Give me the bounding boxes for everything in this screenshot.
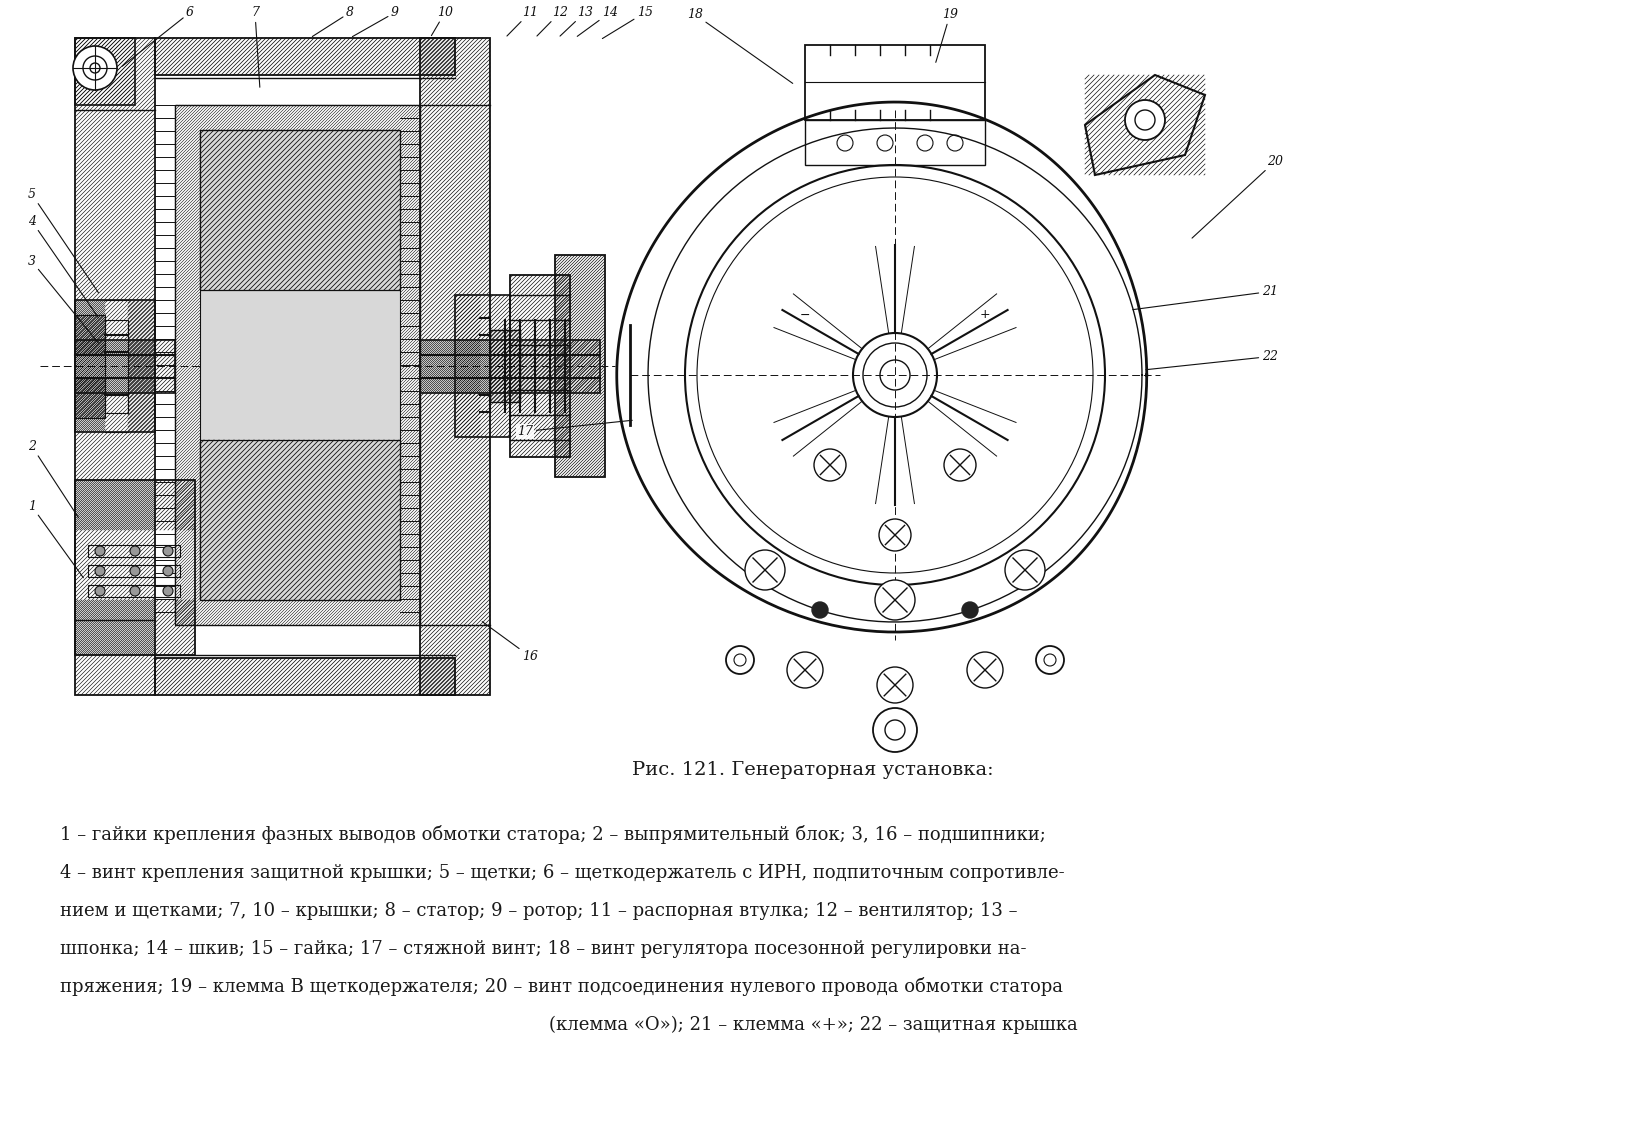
Circle shape bbox=[1036, 646, 1063, 674]
Text: 16: 16 bbox=[483, 621, 538, 663]
Bar bbox=[154, 658, 455, 695]
Circle shape bbox=[876, 667, 914, 703]
Circle shape bbox=[1135, 110, 1154, 130]
Circle shape bbox=[725, 646, 754, 674]
Text: 13: 13 bbox=[559, 6, 593, 36]
Text: 8: 8 bbox=[312, 6, 354, 36]
Text: 11: 11 bbox=[507, 6, 538, 36]
Text: 10: 10 bbox=[431, 6, 454, 35]
Bar bbox=[200, 130, 400, 290]
Bar bbox=[88, 585, 180, 596]
Circle shape bbox=[1005, 550, 1046, 590]
Circle shape bbox=[73, 46, 117, 90]
Text: 4 – винт крепления защитной крышки; 5 – щетки; 6 – щеткодержатель с ИРН, подпито: 4 – винт крепления защитной крышки; 5 – … bbox=[60, 864, 1065, 882]
Text: 22: 22 bbox=[1146, 350, 1278, 370]
Circle shape bbox=[89, 64, 101, 73]
Text: 9: 9 bbox=[353, 6, 398, 36]
Bar bbox=[88, 565, 180, 577]
Bar bbox=[106, 320, 128, 413]
Text: 17: 17 bbox=[517, 421, 633, 438]
Text: +: + bbox=[980, 308, 990, 322]
Bar bbox=[455, 295, 511, 437]
Circle shape bbox=[967, 652, 1003, 688]
Circle shape bbox=[130, 566, 140, 576]
Circle shape bbox=[1125, 100, 1164, 139]
Bar bbox=[420, 39, 489, 695]
Circle shape bbox=[130, 545, 140, 556]
Circle shape bbox=[875, 579, 915, 620]
Text: (клемма «О»); 21 – клемма «+»; 22 – защитная крышка: (клемма «О»); 21 – клемма «+»; 22 – защи… bbox=[548, 1016, 1078, 1034]
Circle shape bbox=[163, 566, 172, 576]
Text: 20: 20 bbox=[1192, 155, 1283, 238]
Circle shape bbox=[1044, 654, 1055, 666]
Circle shape bbox=[94, 586, 106, 596]
Text: 2: 2 bbox=[28, 440, 78, 518]
Text: 1: 1 bbox=[28, 500, 83, 577]
Bar bbox=[75, 340, 176, 393]
Bar bbox=[154, 39, 455, 75]
Text: −: − bbox=[800, 308, 810, 322]
Text: Рис. 121. Генераторная установка:: Рис. 121. Генераторная установка: bbox=[633, 761, 993, 779]
Text: 18: 18 bbox=[688, 8, 793, 84]
Circle shape bbox=[83, 56, 107, 81]
Circle shape bbox=[130, 586, 140, 596]
Bar bbox=[75, 39, 135, 105]
Text: 5: 5 bbox=[28, 188, 99, 293]
Text: нием и щетками; 7, 10 – крышки; 8 – статор; 9 – ротор; 11 – распорная втулка; 12: нием и щетками; 7, 10 – крышки; 8 – стат… bbox=[60, 902, 1018, 920]
Bar bbox=[200, 440, 400, 600]
Text: 6: 6 bbox=[122, 6, 193, 66]
Circle shape bbox=[945, 449, 976, 481]
Bar bbox=[75, 480, 195, 655]
Text: 21: 21 bbox=[1133, 285, 1278, 310]
Circle shape bbox=[733, 654, 746, 666]
Bar bbox=[554, 255, 605, 477]
Text: 19: 19 bbox=[937, 8, 958, 62]
Circle shape bbox=[873, 708, 917, 752]
Circle shape bbox=[811, 602, 828, 618]
Circle shape bbox=[163, 545, 172, 556]
Text: 12: 12 bbox=[537, 6, 567, 36]
Bar bbox=[75, 301, 154, 432]
Text: 14: 14 bbox=[577, 6, 618, 36]
Text: 15: 15 bbox=[602, 6, 654, 39]
Bar bbox=[805, 120, 985, 166]
Circle shape bbox=[745, 550, 785, 590]
Text: 7: 7 bbox=[250, 6, 260, 87]
Circle shape bbox=[94, 566, 106, 576]
Circle shape bbox=[815, 449, 846, 481]
Circle shape bbox=[963, 602, 977, 618]
Text: шпонка; 14 – шкив; 15 – гайка; 17 – стяжной винт; 18 – винт регулятора посезонно: шпонка; 14 – шкив; 15 – гайка; 17 – стяж… bbox=[60, 940, 1026, 958]
Circle shape bbox=[787, 652, 823, 688]
Text: 4: 4 bbox=[28, 215, 99, 318]
Bar bbox=[805, 45, 985, 120]
Text: пряжения; 19 – клемма В щеткодержателя; 20 – винт подсоединения нулевого провода: пряжения; 19 – клемма В щеткодержателя; … bbox=[60, 978, 1063, 997]
Bar bbox=[176, 105, 420, 625]
Bar bbox=[75, 39, 154, 695]
Bar bbox=[75, 315, 106, 355]
Circle shape bbox=[880, 519, 911, 551]
Bar bbox=[75, 378, 106, 418]
Text: 3: 3 bbox=[28, 255, 98, 342]
Bar bbox=[420, 340, 600, 393]
Circle shape bbox=[885, 720, 906, 741]
Bar bbox=[88, 545, 180, 557]
Circle shape bbox=[94, 545, 106, 556]
Bar bbox=[511, 276, 571, 457]
Bar bbox=[200, 130, 400, 600]
Text: 1 – гайки крепления фазных выводов обмотки статора; 2 – выпрямительный блок; 3, : 1 – гайки крепления фазных выводов обмот… bbox=[60, 826, 1046, 845]
Bar bbox=[489, 330, 520, 401]
Circle shape bbox=[163, 586, 172, 596]
